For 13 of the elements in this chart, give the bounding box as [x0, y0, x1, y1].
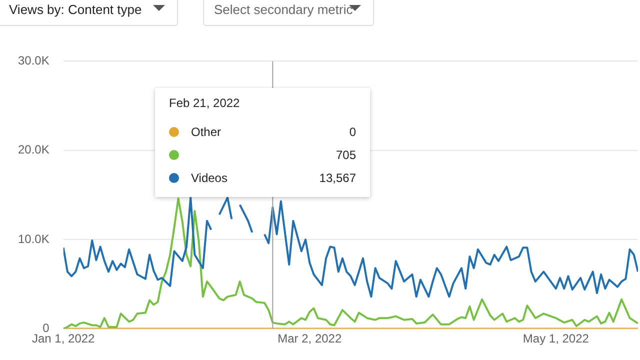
annotation: Feb 21, 2022 — [169, 96, 241, 110]
legend-label: Videos — [191, 170, 228, 184]
legend-label: Other — [191, 124, 222, 138]
annotation: 13,567 — [319, 170, 356, 184]
chart-title: Views by: Content type — [9, 2, 142, 17]
y-tick-label: 30.0K — [18, 54, 50, 68]
y-tick-label: 10.0K — [18, 232, 50, 246]
chart-subtitle: Select secondary metric — [214, 2, 353, 17]
y-tick-label: 20.0K — [18, 142, 50, 157]
annotation: 0 — [349, 124, 356, 138]
x-tick-label: Mar 2, 2022 — [278, 331, 342, 346]
x-tick-label: May 1, 2022 — [522, 331, 590, 346]
annotation: 705 — [336, 148, 356, 162]
